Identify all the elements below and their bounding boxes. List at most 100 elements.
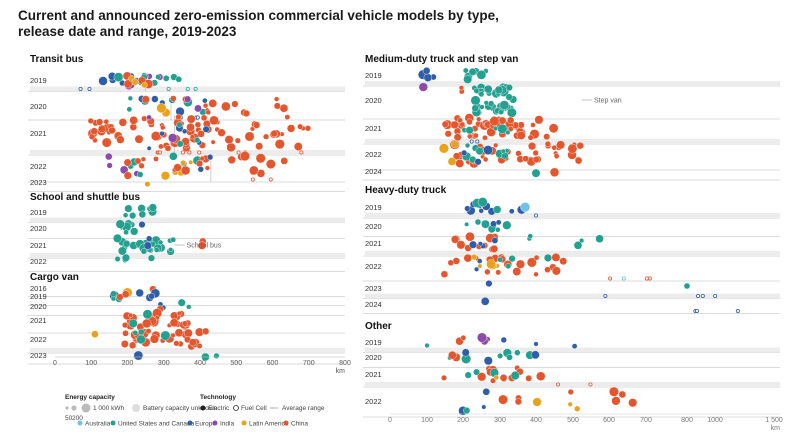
data-point [195,160,204,168]
data-point [438,143,449,154]
data-point [531,168,541,178]
data-point [200,114,208,122]
data-point [477,263,483,269]
data-point [108,126,116,135]
data-point [456,240,466,250]
data-point [473,132,479,139]
data-point [512,267,522,276]
data-point [543,253,552,262]
year-label: 2019 [30,208,47,217]
data-point [244,131,255,142]
data-point [471,254,478,261]
data-point [469,240,478,249]
data-point [297,123,304,130]
x-tick-label: 500 [567,417,579,424]
data-point [463,253,473,263]
legend-fuelcell-swatch [233,405,239,411]
data-point [123,229,129,236]
data-point [470,95,481,106]
data-point [116,293,124,301]
data-point [571,343,578,349]
data-point [551,266,561,276]
data-point [473,87,480,94]
x-tick-label: 500 [230,360,242,367]
data-point [514,398,522,406]
data-point [474,266,480,272]
data-point [131,78,139,86]
data-point [477,332,487,343]
x-tick-label: 200 [457,417,469,424]
year-label: 2020 [365,96,382,105]
data-point [183,328,193,338]
data-point [477,197,488,207]
data-point [476,116,482,122]
data-point [146,145,152,151]
data-point [279,103,289,113]
row-band [365,139,780,144]
fuelcell-point [695,308,700,313]
data-point [224,135,234,145]
fuelcell-point [603,293,608,298]
fuelcell-point [187,150,192,155]
year-label: 2021 [30,241,47,250]
data-point [227,155,236,164]
fuelcell-point [195,115,200,120]
data-point [208,99,218,108]
data-point [176,310,182,316]
data-point [186,122,195,132]
data-point [202,102,209,109]
data-point [493,205,502,214]
data-point [466,118,473,126]
year-label: 2022 [30,335,47,344]
data-point [544,266,551,273]
data-point [490,244,499,253]
data-point [274,139,285,150]
year-label: 2019 [365,203,382,212]
data-point [468,68,477,76]
data-point [510,371,520,381]
data-point [500,148,506,154]
data-point [551,253,561,262]
data-point [548,123,559,134]
data-point [140,156,146,162]
data-point [424,342,430,349]
fuelcell-point [185,87,190,92]
data-point [123,171,132,180]
x-tick-label: 500 [230,360,242,367]
data-point [255,153,266,164]
chart-title: Current and announced zero-emission comm… [18,8,499,39]
data-point [103,118,110,125]
data-point [551,144,557,151]
data-point [465,126,474,135]
data-point [527,134,534,141]
x-tick-label: 400 [194,360,206,367]
fuelcell-point [193,87,198,92]
legend-energy-title: Energy capacity [65,394,115,401]
fuelcell-point [534,213,539,218]
legend-region-swatch [110,420,116,426]
year-label: 2022 [365,150,382,159]
data-point [527,142,537,151]
data-point [202,327,210,335]
panel-title: Medium-duty truck and step van [365,54,518,65]
year-label: 2019 [30,76,47,85]
data-point [142,318,152,329]
data-point [500,336,507,344]
data-point [467,133,473,140]
data-point [479,104,485,110]
fuelcell-point [197,150,202,155]
data-point [217,128,226,137]
data-point [450,120,459,129]
legend-region-label: Latin America [249,421,289,428]
data-point [497,257,503,263]
data-point [574,156,583,165]
year-label: 2024 [365,167,382,176]
x-tick-label: 300 [158,360,170,367]
data-point [122,240,131,248]
data-point [116,135,125,144]
data-point [608,386,619,397]
data-point [497,352,504,359]
row-band [365,81,780,86]
data-point [482,156,489,163]
legend-region-swatch [283,420,289,426]
